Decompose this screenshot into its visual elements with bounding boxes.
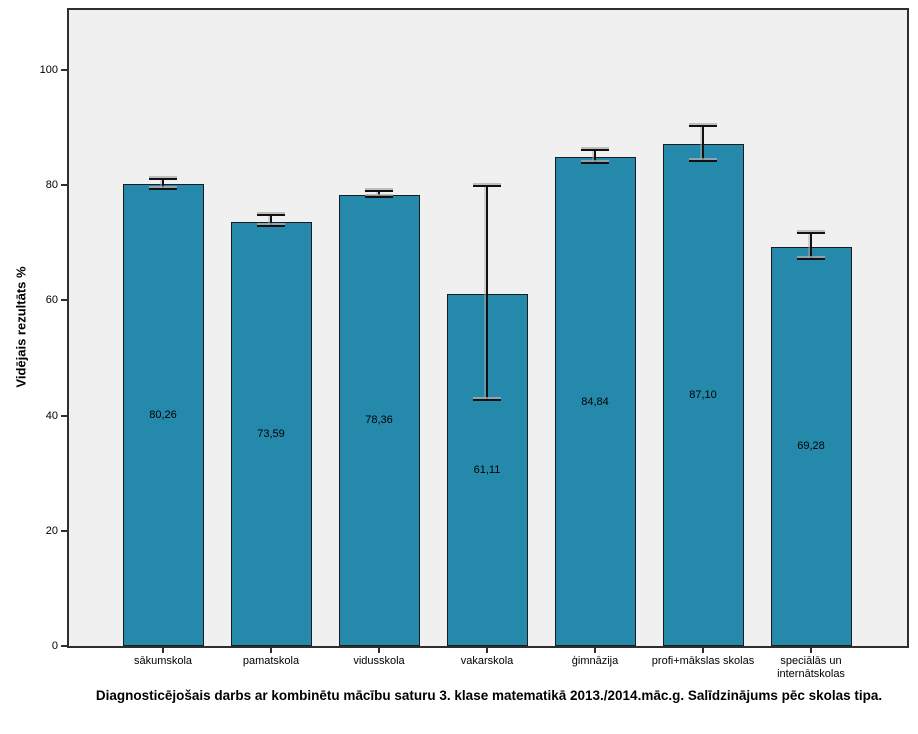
- y-tick-mark-40: [61, 414, 67, 417]
- x-tick-mark-4: [486, 648, 488, 653]
- y-tick-label-80: 80: [45, 179, 58, 192]
- y-tick-mark-80: [61, 184, 67, 187]
- bar-value-label-2: 73,59: [257, 428, 285, 441]
- bar-value-label-1: 80,26: [149, 408, 177, 421]
- x-tick-mark-3: [378, 648, 380, 653]
- error-bar-line-3: [378, 190, 380, 197]
- x-tick-label-7: speciālās un internātskolas: [777, 655, 845, 680]
- y-tick-mark-60: [61, 299, 67, 302]
- error-bar-line-1: [162, 178, 164, 190]
- bars-layer: 80,26 73,59 78,36 61,11 84,84 87,10 69,28: [69, 10, 907, 646]
- error-bar-line-5: [594, 150, 596, 163]
- bar-value-label-7: 69,28: [797, 440, 825, 453]
- error-bar-cap-top-6: [689, 125, 717, 128]
- x-tick-mark-6: [702, 648, 704, 653]
- error-bar-cap-top-1: [149, 177, 177, 180]
- error-bar-cap-bottom-3: [365, 195, 393, 198]
- error-bar-cap-bottom-6: [689, 160, 717, 163]
- x-tick-mark-1: [162, 648, 164, 653]
- error-bar-line-6: [702, 126, 704, 162]
- error-bar-cap-bottom-4: [473, 399, 501, 402]
- error-bar-cap-top-7: [797, 232, 825, 235]
- error-bar-cap-bottom-2: [257, 225, 285, 228]
- x-tick-label-2: pamatskola: [242, 655, 300, 667]
- error-bar-line-4: [486, 185, 488, 401]
- y-tick-label-20: 20: [45, 524, 58, 537]
- y-tick-mark-20: [61, 529, 67, 532]
- y-tick-label-100: 100: [39, 64, 58, 76]
- y-tick-label-0: 0: [51, 640, 58, 652]
- bar-value-label-6: 87,10: [689, 389, 717, 402]
- y-tick-mark-100: [61, 69, 67, 71]
- x-tick-mark-7: [810, 648, 812, 653]
- y-tick-label-60: 60: [45, 294, 58, 307]
- bar-3: [338, 194, 420, 646]
- error-bar-line-7: [810, 233, 812, 259]
- chart-caption: Diagnosticējošais darbs ar kombinētu māc…: [95, 688, 883, 703]
- bar-value-label-3: 78,36: [365, 414, 393, 427]
- error-bar-cap-bottom-1: [149, 188, 177, 191]
- x-tick-label-5: ģimnāzija: [571, 655, 619, 667]
- error-bar-cap-top-2: [257, 214, 285, 217]
- bar-2: [230, 222, 312, 646]
- error-bar-line-2: [270, 215, 272, 227]
- bar-value-label-5: 84,84: [581, 395, 609, 408]
- x-tick-mark-5: [594, 648, 596, 653]
- error-bar-cap-bottom-5: [581, 161, 609, 164]
- error-bar-cap-bottom-7: [797, 257, 825, 260]
- x-tick-label-1: sākumskola: [133, 655, 193, 667]
- x-tick-label-4: vakarskola: [460, 655, 514, 667]
- bar-1: [122, 183, 204, 646]
- bar-7: [770, 246, 852, 646]
- bar-5: [554, 157, 636, 646]
- error-bar-cap-top-4: [473, 184, 501, 187]
- bar-value-label-4: 61,11: [473, 464, 501, 477]
- y-axis: 0 20 40 60 80 100: [0, 8, 67, 652]
- y-tick-mark-0: [61, 645, 67, 647]
- x-tick-label-3: vidusskola: [353, 655, 405, 667]
- error-bar-cap-top-3: [365, 189, 393, 192]
- bar-6: [662, 144, 744, 646]
- x-tick-label-6: profi+mākslas skolas: [651, 655, 755, 667]
- y-tick-label-40: 40: [45, 409, 58, 422]
- x-axis: sākumskola pamatskola vidusskola vakarskola…: [67, 648, 909, 688]
- error-bar-cap-top-5: [581, 149, 609, 152]
- x-tick-mark-2: [270, 648, 272, 653]
